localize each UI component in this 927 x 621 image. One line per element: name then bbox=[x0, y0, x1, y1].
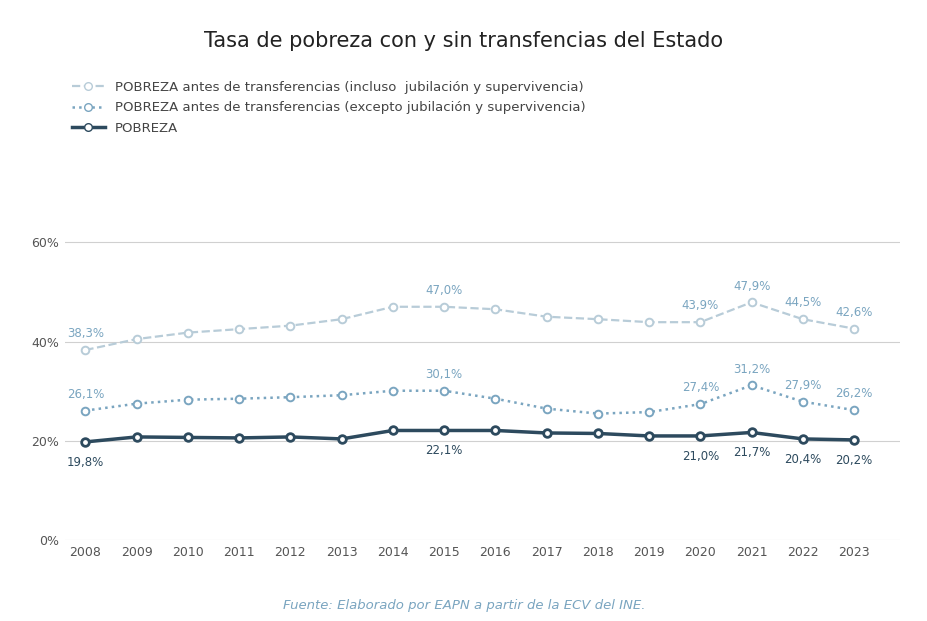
Text: 20,4%: 20,4% bbox=[783, 453, 820, 466]
Text: 22,1%: 22,1% bbox=[425, 445, 463, 457]
Text: 21,0%: 21,0% bbox=[681, 450, 718, 463]
Text: 47,9%: 47,9% bbox=[732, 279, 769, 292]
Text: 26,2%: 26,2% bbox=[834, 388, 871, 401]
Text: 30,1%: 30,1% bbox=[425, 368, 463, 381]
Text: 26,1%: 26,1% bbox=[67, 388, 104, 401]
Text: 47,0%: 47,0% bbox=[425, 284, 463, 297]
Text: 27,4%: 27,4% bbox=[681, 381, 718, 394]
Legend: POBREZA antes de transferencias (incluso  jubilación y supervivencia), POBREZA a: POBREZA antes de transferencias (incluso… bbox=[71, 81, 585, 135]
Text: 19,8%: 19,8% bbox=[67, 456, 104, 469]
Text: 42,6%: 42,6% bbox=[834, 306, 871, 319]
Text: Fuente: Elaborado por EAPN a partir de la ECV del INE.: Fuente: Elaborado por EAPN a partir de l… bbox=[283, 599, 644, 612]
Text: 38,3%: 38,3% bbox=[67, 327, 104, 340]
Text: Tasa de pobreza con y sin transfencias del Estado: Tasa de pobreza con y sin transfencias d… bbox=[204, 31, 723, 51]
Text: 44,5%: 44,5% bbox=[783, 296, 820, 309]
Text: 43,9%: 43,9% bbox=[681, 299, 718, 312]
Text: 31,2%: 31,2% bbox=[732, 363, 769, 376]
Text: 20,2%: 20,2% bbox=[834, 454, 871, 467]
Text: 21,7%: 21,7% bbox=[732, 446, 769, 460]
Text: 27,9%: 27,9% bbox=[783, 379, 820, 392]
